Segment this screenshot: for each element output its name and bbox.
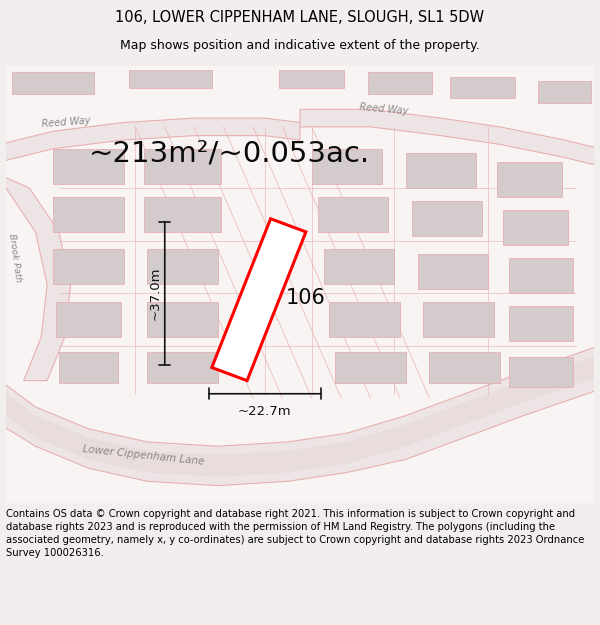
Polygon shape: [56, 302, 121, 337]
Polygon shape: [509, 306, 574, 341]
Polygon shape: [418, 254, 488, 289]
Text: 106, LOWER CIPPENHAM LANE, SLOUGH, SL1 5DW: 106, LOWER CIPPENHAM LANE, SLOUGH, SL1 5…: [115, 10, 485, 25]
Polygon shape: [147, 302, 218, 337]
Text: ~22.7m: ~22.7m: [238, 405, 292, 418]
Polygon shape: [329, 302, 400, 337]
Polygon shape: [368, 72, 432, 94]
Polygon shape: [317, 197, 388, 232]
Polygon shape: [312, 149, 382, 184]
Polygon shape: [0, 118, 300, 162]
Polygon shape: [335, 352, 406, 382]
Polygon shape: [53, 197, 124, 232]
Polygon shape: [144, 149, 221, 184]
Polygon shape: [0, 175, 71, 381]
Polygon shape: [509, 258, 574, 293]
Text: 106: 106: [286, 288, 326, 308]
Polygon shape: [323, 249, 394, 284]
Polygon shape: [147, 352, 218, 382]
Polygon shape: [53, 249, 124, 284]
Polygon shape: [0, 354, 600, 477]
Polygon shape: [0, 346, 600, 486]
Polygon shape: [280, 70, 344, 88]
Polygon shape: [144, 197, 221, 232]
Text: Contains OS data © Crown copyright and database right 2021. This information is : Contains OS data © Crown copyright and d…: [6, 509, 584, 558]
Polygon shape: [212, 219, 306, 381]
Text: Reed Way: Reed Way: [41, 116, 91, 129]
Polygon shape: [406, 153, 476, 188]
Polygon shape: [503, 210, 568, 245]
Text: Reed Way: Reed Way: [359, 102, 409, 116]
Polygon shape: [300, 109, 600, 166]
Text: ~213m²/~0.053ac.: ~213m²/~0.053ac.: [89, 139, 370, 167]
Text: ~37.0m: ~37.0m: [149, 266, 162, 320]
Polygon shape: [509, 356, 574, 387]
Polygon shape: [412, 201, 482, 236]
Polygon shape: [59, 352, 118, 382]
Polygon shape: [450, 76, 515, 98]
Polygon shape: [147, 249, 218, 284]
Polygon shape: [497, 162, 562, 197]
Polygon shape: [538, 81, 591, 102]
Polygon shape: [130, 70, 212, 88]
Polygon shape: [430, 352, 500, 382]
Text: Map shows position and indicative extent of the property.: Map shows position and indicative extent…: [120, 39, 480, 51]
Polygon shape: [12, 72, 94, 94]
Text: Brook Path: Brook Path: [7, 233, 23, 283]
Polygon shape: [53, 149, 124, 184]
Polygon shape: [424, 302, 494, 337]
Text: Lower Cippenham Lane: Lower Cippenham Lane: [82, 444, 205, 466]
